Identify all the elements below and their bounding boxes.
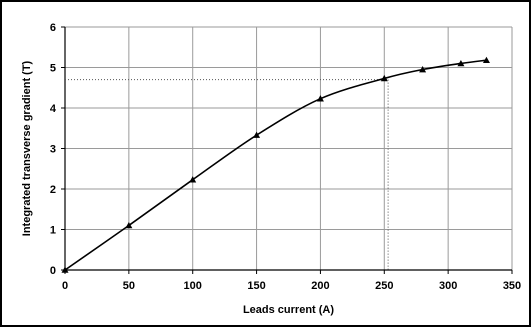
data-point-marker <box>316 95 324 102</box>
data-point-marker <box>419 66 427 73</box>
data-point-marker <box>380 74 388 82</box>
grid-lines <box>61 26 513 274</box>
x-tick-label: 350 <box>503 280 521 292</box>
data-point-marker <box>125 221 133 229</box>
y-tick-label: 3 <box>50 144 56 156</box>
y-tick-label: 1 <box>50 225 56 237</box>
y-tick-label: 4 <box>50 103 57 115</box>
y-axis-title: Integrated transverse gradient (T) <box>21 60 33 236</box>
x-tick-label: 0 <box>62 280 68 292</box>
data-series <box>61 56 490 273</box>
data-point-marker <box>61 266 69 273</box>
x-tick-label: 50 <box>123 280 135 292</box>
y-tick-label: 6 <box>50 22 56 34</box>
y-tick-label: 5 <box>50 63 56 75</box>
x-axis-title: Leads current (A) <box>243 304 334 316</box>
y-tick-labels: 0 1 2 3 4 5 6 <box>50 22 57 277</box>
x-tick-label: 200 <box>311 280 329 292</box>
x-tick-label: 100 <box>184 280 202 292</box>
data-point-marker <box>457 59 465 67</box>
x-tick-labels: 0 50 100 150 200 250 300 350 <box>62 280 521 292</box>
y-tick-label: 2 <box>50 184 56 196</box>
y-tick-label: 0 <box>50 265 56 277</box>
data-point-marker <box>253 131 261 138</box>
data-point-marker <box>189 176 197 183</box>
series-line <box>64 59 487 271</box>
x-tick-label: 300 <box>439 280 457 292</box>
x-tick-label: 150 <box>247 280 265 292</box>
data-point-marker <box>482 56 490 64</box>
x-tick-label: 250 <box>375 280 393 292</box>
